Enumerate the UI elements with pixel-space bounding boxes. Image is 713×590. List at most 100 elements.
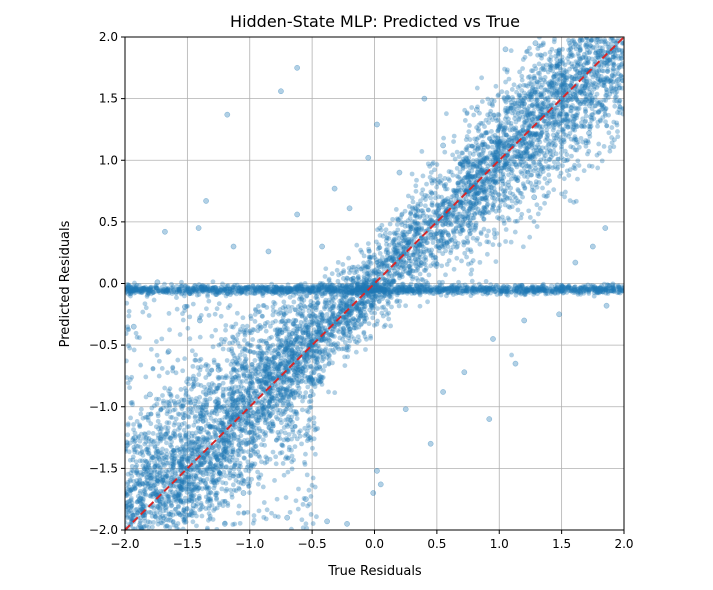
scatter-point [430,261,436,266]
scatter-point [384,263,390,269]
scatter-point [439,177,444,183]
scatter-point [130,323,137,330]
scatter-point [601,144,607,149]
scatter-point [291,353,297,359]
scatter-point [281,395,287,401]
scatter-point [204,429,210,435]
scatter-point [310,348,316,354]
scatter-point [265,248,272,255]
scatter-point [379,222,385,228]
scatter-point [531,104,537,110]
scatter-point [562,148,568,154]
scatter-point [211,360,217,365]
scatter-point [244,373,250,379]
scatter-point [477,152,482,158]
scatter-point [464,147,470,153]
scatter-point [236,452,242,458]
scatter-point [528,163,534,169]
scatter-point [172,434,178,440]
scatter-point [519,190,524,196]
scatter-point [512,153,518,159]
scatter-point [455,240,461,246]
scatter-point [165,348,172,355]
scatter-point [138,495,143,501]
scatter-point [422,203,428,209]
scatter-point [503,162,509,167]
scatter-point [349,264,355,270]
scatter-point [513,154,519,160]
scatter-point [189,450,195,456]
scatter-point [450,211,456,217]
scatter-point [262,365,268,371]
scatter-point [417,254,423,260]
scatter-point [394,216,400,222]
scatter-point [454,219,460,225]
scatter-point [514,178,520,183]
scatter-point [409,195,415,201]
scatter-point [585,58,590,64]
scatter-point [474,163,480,169]
scatter-point [561,78,566,84]
scatter-point [147,493,153,499]
scatter-point [521,143,527,148]
scatter-point [586,148,592,154]
scatter-point [534,150,540,156]
scatter-point [343,289,349,295]
scatter-point [255,328,261,334]
scatter-point [612,103,618,109]
scatter-point [589,243,596,250]
scatter-point [520,98,525,103]
scatter-point [367,255,373,261]
scatter-point [538,92,544,98]
scatter-point [348,308,354,314]
scatter-point [443,229,449,235]
scatter-point [346,205,353,212]
scatter-point [569,38,575,44]
scatter-point [460,150,466,156]
scatter-point [175,497,181,503]
scatter-point [450,187,456,193]
scatter-point [370,305,376,311]
scatter-point [289,347,295,352]
scatter-point [367,259,373,265]
scatter-point [342,354,348,360]
scatter-point [447,236,453,242]
scatter-point [471,194,478,201]
scatter-point [341,331,347,337]
scatter-point [370,490,377,496]
scatter-point [608,84,614,90]
scatter-point [323,336,329,342]
scatter-point [210,473,216,479]
scatter-point [281,299,287,305]
scatter-point [418,248,424,254]
scatter-point [354,242,360,248]
scatter-point [565,83,571,89]
scatter-point [446,258,452,264]
scatter-point [375,227,380,233]
scatter-point [513,119,519,125]
scatter-point [523,146,529,151]
scatter-point [330,328,336,334]
scatter-point [149,455,155,460]
scatter-point [549,90,555,96]
scatter-point [261,376,267,382]
scatter-point [179,481,185,486]
scatter-point [541,118,546,124]
scatter-point [326,389,331,395]
scatter-point [227,454,233,460]
scatter-point [424,181,429,187]
scatter-point [420,244,426,250]
scatter-point [223,473,229,479]
scatter-point [489,129,494,134]
scatter-point [379,305,385,310]
scatter-point [273,362,278,368]
scatter-point [585,60,591,65]
scatter-point [350,275,356,281]
scatter-point [554,71,560,77]
scatter-point [355,308,361,314]
scatter-point [364,336,369,342]
scatter-point [240,490,247,496]
scatter-point [387,270,393,276]
scatter-point [317,354,323,359]
